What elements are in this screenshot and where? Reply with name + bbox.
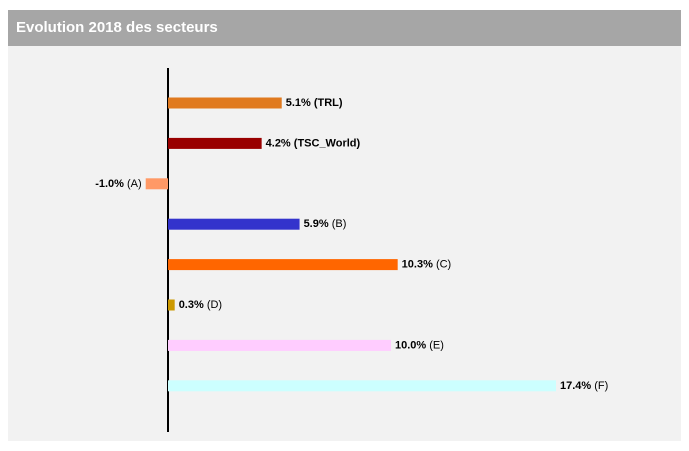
value-label: 5.1% bbox=[286, 97, 311, 109]
category-label: (A) bbox=[127, 178, 142, 190]
value-label: 0.3% bbox=[179, 299, 204, 311]
data-label: 0.3% (D) bbox=[179, 299, 222, 311]
bar bbox=[168, 380, 556, 392]
category-label: (D) bbox=[207, 299, 222, 311]
value-label: -1.0% bbox=[95, 178, 124, 190]
category-label: (C) bbox=[436, 259, 451, 271]
bar bbox=[168, 97, 282, 109]
data-label: 17.4% (F) bbox=[560, 380, 608, 392]
value-label: 10.3% bbox=[402, 259, 433, 271]
bar bbox=[168, 137, 262, 149]
value-label: 17.4% bbox=[560, 380, 591, 392]
category-label: (E) bbox=[429, 339, 444, 351]
bar bbox=[168, 218, 300, 230]
category-label: (TRL) bbox=[314, 97, 343, 109]
data-label: -1.0% (A) bbox=[95, 178, 141, 190]
bar bbox=[168, 259, 398, 271]
category-label: (TSC_World) bbox=[294, 137, 361, 149]
value-label: 10.0% bbox=[395, 339, 426, 351]
value-label: 5.9% bbox=[304, 218, 329, 230]
data-label: 10.0% (E) bbox=[395, 339, 444, 351]
panel-title: Evolution 2018 des secteurs bbox=[8, 10, 681, 46]
data-label: 4.2% (TSC_World) bbox=[266, 137, 361, 149]
bar bbox=[168, 339, 391, 351]
category-label: (F) bbox=[594, 380, 608, 392]
category-label: (B) bbox=[332, 218, 347, 230]
bar bbox=[168, 299, 175, 311]
data-label: 5.9% (B) bbox=[304, 218, 347, 230]
data-label: 10.3% (C) bbox=[402, 259, 452, 271]
data-label: 5.1% (TRL) bbox=[286, 97, 343, 109]
bar bbox=[145, 178, 168, 190]
value-label: 4.2% bbox=[266, 137, 291, 149]
panel: Evolution 2018 des secteurs bbox=[8, 10, 681, 441]
